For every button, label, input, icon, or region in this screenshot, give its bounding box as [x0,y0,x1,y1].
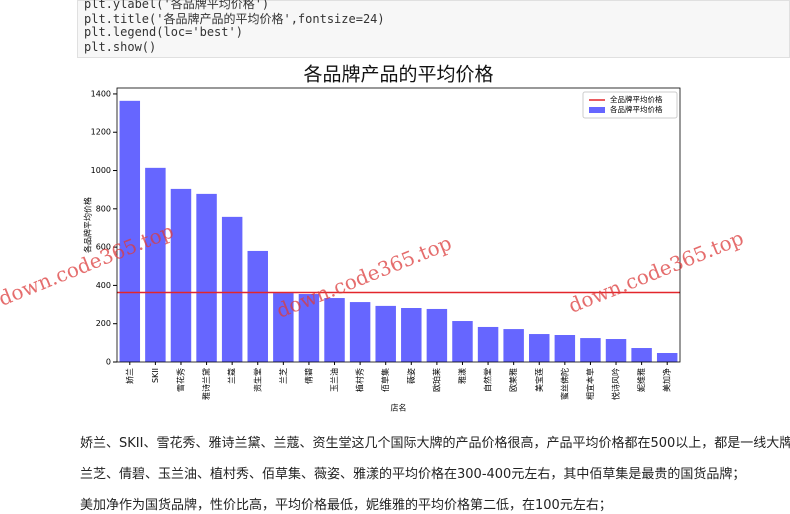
x-tick-label: 悦诗风吟 [611,368,621,400]
x-tick-label: 植村秀 [355,368,365,392]
x-tick-label: 蜜丝佛陀 [559,368,569,400]
paragraph: 兰芝、倩碧、玉兰油、植村秀、佰草集、薇姿、雅漾的平均价格在300-400元左右，… [80,467,746,482]
y-tick-label: 400 [96,281,111,290]
x-tick-label: 兰蔻 [227,368,237,384]
bar [324,298,345,362]
x-tick-label: 倩碧 [303,368,313,384]
code-line: plt.legend(loc='best') [84,25,243,39]
legend-swatch [589,107,605,113]
x-tick-label: SKII [151,368,160,383]
x-tick-label: 兰芝 [278,368,288,384]
x-tick-label: 欧珀莱 [431,368,441,392]
bar [426,308,448,362]
y-tick-label: 800 [96,204,111,213]
bar [452,321,473,362]
y-axis-label: 各品牌平均价格 [83,197,93,253]
chart-title: 各品牌产品的平均价格 [303,64,493,86]
x-tick-label: 雅诗兰黛 [201,368,211,400]
x-tick-label: 美宝莲 [534,368,544,392]
axes-frame [116,87,681,363]
bar [554,335,576,362]
bar [247,250,268,362]
bar [273,293,294,362]
x-axis-label: 店名 [391,403,407,413]
bar [375,305,396,362]
legend-label: 全品牌平均价格 [610,94,663,104]
x-tick-label: 相宜本草 [585,368,595,400]
x-tick-label: 美加净 [662,368,672,392]
bar [401,308,422,362]
y-tick-label: 1200 [91,128,111,137]
y-tick-label: 1000 [91,166,111,175]
watermark: down.code365.top [565,226,747,318]
x-tick-label: 资生堂 [252,368,262,392]
bar [605,339,627,362]
bar [656,353,678,362]
bar [631,348,652,362]
x-tick-label: 佰草集 [380,368,390,392]
x-tick-label: 玉兰油 [329,368,339,392]
paragraph: 美加净作为国货品牌，性价比高，平均价格最低，妮维雅的平均价格第二低，在100元左… [80,498,612,513]
chart: 各品牌产品的平均价格 0 200 400 600 800 1000 1200 1400 各品牌平均… [0,64,747,413]
code-cell: plt.ylabel('各品牌平均价格') plt.title('各品牌产品的平… [77,0,790,58]
legend-label: 各品牌平均价格 [610,104,663,114]
x-tick-label: 自然堂 [483,368,493,392]
bar [145,167,166,362]
x-tick-label: 薇姿 [406,368,416,384]
bar [580,338,601,362]
code-line: plt.title('各品牌产品的平均价格',fontsize=24) [84,12,385,26]
x-tick-label: 雅漾 [457,368,467,384]
bar [477,326,499,362]
x-tick-label: 雪花秀 [175,368,185,392]
x-tick-label: 娇兰 [124,368,134,384]
bar [298,294,320,362]
x-tick-label: 欧莱雅 [508,368,518,392]
bar [119,100,141,362]
bar [503,329,524,362]
code-line: plt.ylabel('各品牌平均价格') [84,0,270,11]
bar [221,216,243,362]
y-tick-label: 200 [96,319,111,328]
paragraph: 娇兰、SKII、雪花秀、雅诗兰黛、兰蔻、资生堂这几个国际大牌的产品价格很高，产品… [80,436,790,451]
bar [170,188,192,362]
bar [349,302,371,362]
code-line: plt.show() [84,40,157,54]
y-tick-label: 600 [96,243,111,252]
x-tick-label: 妮维雅 [636,368,646,392]
y-tick-label: 1400 [91,89,111,98]
legend-box [582,91,678,119]
y-tick-label: 0 [106,358,111,367]
bar [196,193,217,362]
bar [529,334,550,362]
